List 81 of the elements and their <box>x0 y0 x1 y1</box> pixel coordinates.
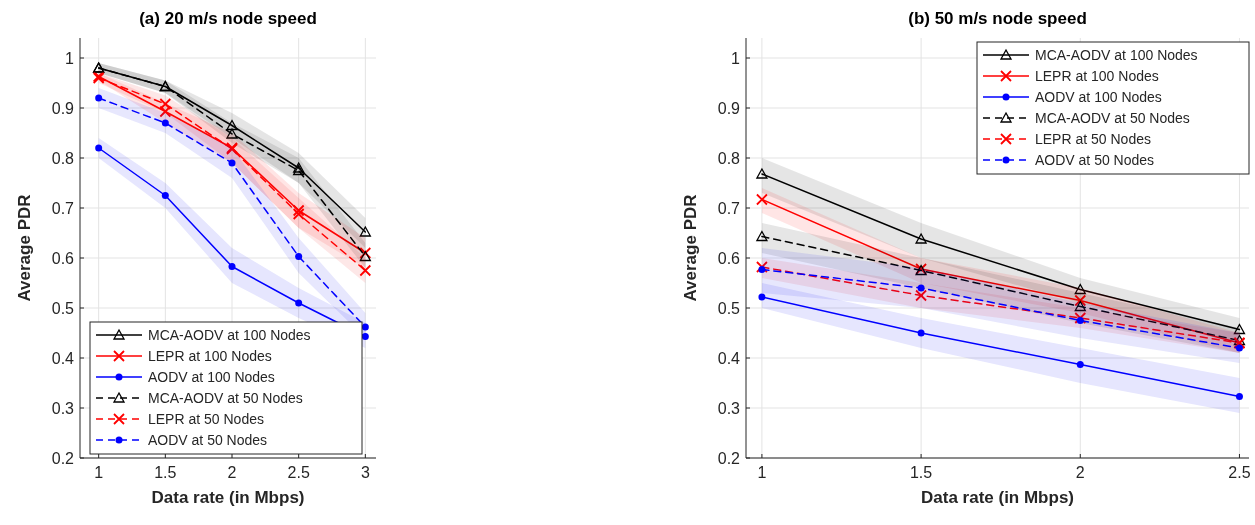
x-axis-title: Data rate (in Mbps) <box>920 488 1075 507</box>
legend-label: LEPR at 100 Nodes <box>148 348 272 364</box>
point <box>228 263 236 270</box>
x-axis-title: Data rate (in Mbps) <box>151 488 305 507</box>
point <box>917 329 925 337</box>
x-tick-label: 1 <box>757 464 767 481</box>
point <box>295 253 303 260</box>
point <box>756 193 768 206</box>
point <box>758 266 766 273</box>
y-tick-label: 1 <box>65 49 75 67</box>
y-tick-label: 0.8 <box>717 149 741 167</box>
y-tick-label: 1 <box>731 49 741 67</box>
legend-label: MCA-AODV at 100 Nodes <box>1035 47 1198 63</box>
point <box>917 284 925 292</box>
legend-label: MCA-AODV at 50 Nodes <box>1035 110 1190 126</box>
point <box>359 264 372 277</box>
legend-label: LEPR at 50 Nodes <box>1035 131 1151 147</box>
point <box>1235 344 1243 352</box>
y-tick-label: 0.3 <box>51 399 75 417</box>
point <box>292 204 305 217</box>
x-tick-label: 1 <box>94 464 104 481</box>
y-tick-label: 0.8 <box>51 149 75 167</box>
chart-title: (a) 20 m/s node speed <box>139 9 317 28</box>
point <box>95 94 103 102</box>
x-tick-label: 2 <box>227 464 237 481</box>
point <box>915 233 927 244</box>
point <box>1235 393 1243 400</box>
point <box>915 289 927 302</box>
legend-label: MCA-AODV at 50 Nodes <box>148 390 303 406</box>
y-tick-label: 0.9 <box>51 99 75 117</box>
point <box>161 119 169 127</box>
point <box>756 168 768 179</box>
y-tick-label: 0.7 <box>51 199 75 217</box>
legend-label: MCA-AODV at 100 Nodes <box>148 327 311 343</box>
y-tick-label: 0.2 <box>717 449 741 467</box>
y-axis-title: Average PDR <box>15 194 34 302</box>
legend-label: AODV at 100 Nodes <box>148 369 275 385</box>
point <box>1074 300 1086 312</box>
point <box>292 208 305 220</box>
y-tick-label: 0.4 <box>717 349 741 367</box>
x-tick-label: 1.5 <box>909 464 933 481</box>
point <box>1233 323 1246 335</box>
point <box>359 226 371 237</box>
y-tick-label: 0.9 <box>717 99 741 117</box>
point <box>226 119 238 131</box>
point <box>159 105 172 118</box>
x-tick-label: 2.5 <box>1228 464 1251 481</box>
point <box>756 261 768 273</box>
point <box>159 98 172 110</box>
legend-label: LEPR at 100 Nodes <box>1035 68 1159 84</box>
point <box>228 159 236 167</box>
y-tick-label: 0.6 <box>717 249 741 267</box>
legend-label: LEPR at 50 Nodes <box>148 411 264 427</box>
point <box>1074 283 1086 295</box>
chart-title: (b) 50 m/s node speed <box>908 9 1087 28</box>
x-tick-label: 3 <box>360 464 370 481</box>
point <box>295 299 303 307</box>
point <box>1074 312 1087 324</box>
x-tick-label: 2 <box>1075 464 1085 481</box>
y-tick-label: 0.7 <box>717 199 741 217</box>
point <box>1076 317 1084 324</box>
point <box>1076 361 1084 368</box>
x-tick-label: 1.5 <box>154 464 177 481</box>
legend-label: AODV at 50 Nodes <box>1035 152 1155 168</box>
y-tick-label: 0.3 <box>717 399 741 417</box>
point <box>95 144 103 152</box>
point <box>361 333 369 340</box>
x-tick-label: 2.5 <box>287 464 310 481</box>
y-tick-label: 0.6 <box>51 249 75 267</box>
y-tick-label: 0.5 <box>717 299 741 317</box>
y-tick-label: 0.2 <box>51 449 75 467</box>
y-axis-title: Average PDR <box>681 194 700 302</box>
y-tick-label: 0.4 <box>51 349 75 367</box>
point <box>756 230 768 242</box>
point <box>758 293 766 301</box>
point <box>161 192 169 199</box>
point <box>1074 294 1087 307</box>
legend-label: AODV at 100 Nodes <box>1035 89 1162 105</box>
y-tick-label: 0.5 <box>51 299 75 317</box>
legend-label: AODV at 50 Nodes <box>148 432 268 448</box>
point <box>226 128 238 139</box>
